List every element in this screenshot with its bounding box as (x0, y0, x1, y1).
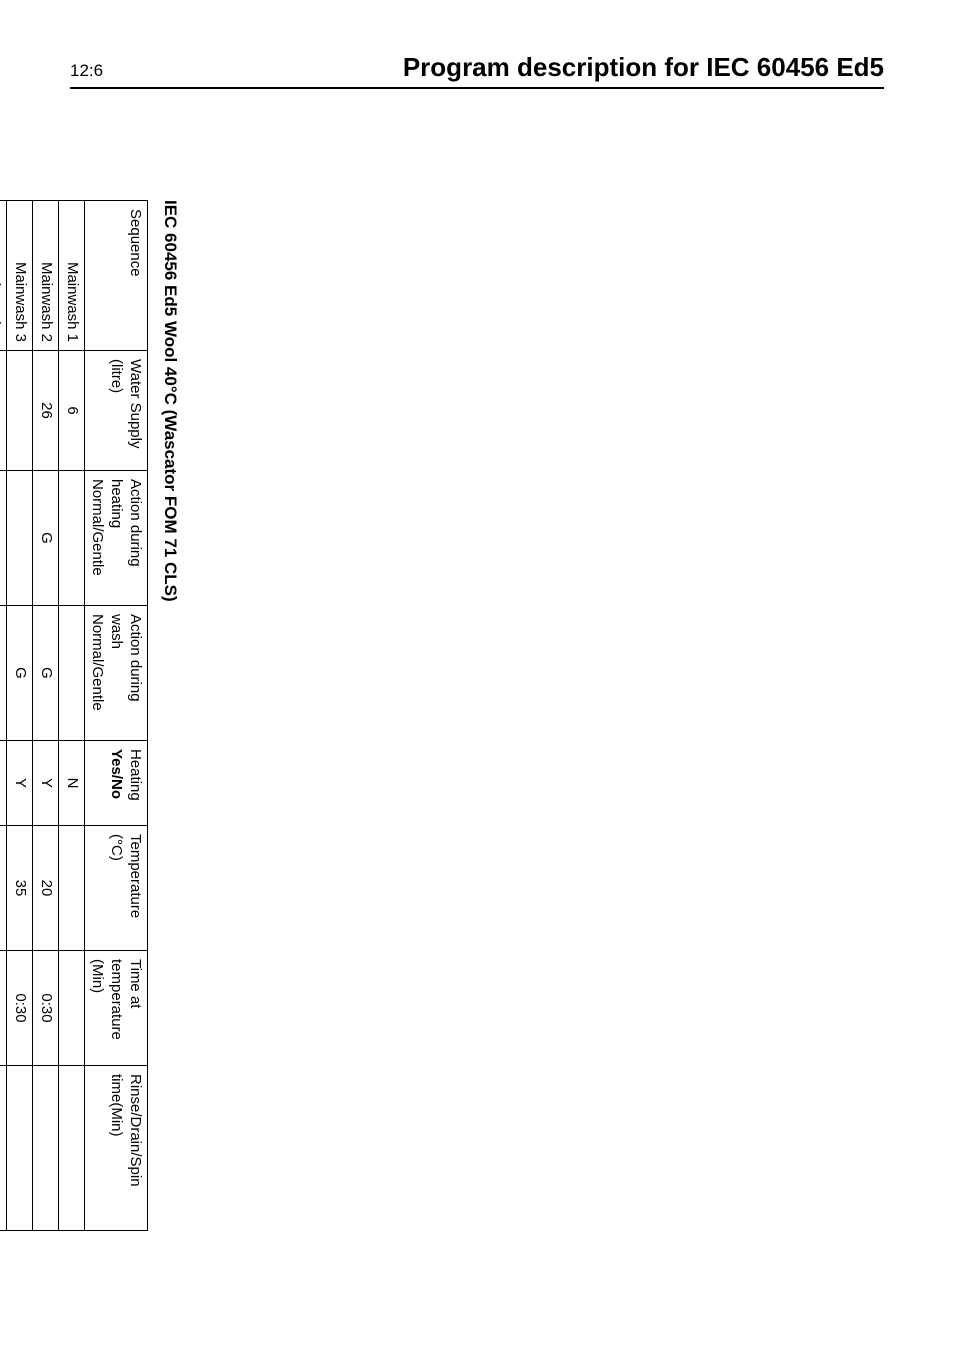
table-body: Mainwash 16NMainwash 226GGY200:30Mainwas… (0, 201, 84, 1231)
col-action-wash-l2: wash (108, 614, 125, 649)
cell-heat: Y (7, 741, 33, 826)
table-row: Mainwash 16 N (59, 201, 85, 1231)
cell-heat: N (59, 741, 85, 826)
col-heating: Heating Yes/No (84, 741, 147, 826)
col-rinse-time: Rinse/Drain/Spin time(Min) (84, 1066, 147, 1231)
cell-temp: 20 (33, 826, 59, 951)
col-sequence-label: Sequence (127, 209, 144, 277)
cell-aheat: G (0, 471, 7, 606)
col-action-wash-l3: Normal/Gentle (90, 614, 107, 711)
cell-heat: Y (0, 741, 7, 826)
col-action-heating-l1: Action during (127, 479, 144, 567)
cell-water: 26 (33, 351, 59, 471)
cell-heat: Y (33, 741, 59, 826)
cell-time (59, 951, 85, 1066)
cell-time: 0:30 (7, 951, 33, 1066)
col-temperature-l1: Temperature (127, 834, 144, 918)
cell-rinse (33, 1066, 59, 1231)
cell-rinse (59, 1066, 85, 1231)
col-action-heating: Action during heating Normal/Gentle (84, 471, 147, 606)
col-time-at-l3: (Min) (90, 959, 107, 993)
cell-rinse (0, 1066, 7, 1231)
col-action-heating-l3: Normal/Gentle (90, 479, 107, 576)
table-row: Mainwash 4GGY403:30 (0, 201, 7, 1231)
col-time-at-l1: Time at (127, 959, 144, 1008)
cell-temp: 40 (0, 826, 7, 951)
cell-sequence: Mainwash 1 (59, 201, 85, 351)
col-temperature: Temperature (°C) (84, 826, 147, 951)
cell-time: 0:30 (33, 951, 59, 1066)
col-time-at: Time at temperature (Min) (84, 951, 147, 1066)
program-table: Sequence Water Supply (litre) Action dur… (0, 200, 148, 1231)
cell-sequence: Mainwash 3 (7, 201, 33, 351)
rotated-content: IEC 60456 Ed5 Wool 40°C (Wascator FOM 71… (0, 200, 180, 1230)
col-heating-l1: Heating (127, 749, 144, 801)
cell-aheat (59, 471, 85, 606)
page-number: 12:6 (70, 61, 103, 81)
table-row: Mainwash 3 GY350:30 (7, 201, 33, 1231)
cell-water: 6 (59, 351, 85, 471)
cell-water (7, 351, 33, 471)
cell-awash: G (0, 606, 7, 741)
col-water-supply: Water Supply (litre) (84, 351, 147, 471)
col-water-supply-l2: (litre) (108, 359, 125, 393)
cell-sequence: Mainwash 4 (0, 201, 7, 351)
col-water-supply-l1: Water Supply (127, 359, 144, 448)
cell-awash: G (7, 606, 33, 741)
col-action-wash-l1: Action during (127, 614, 144, 702)
col-action-wash: Action during wash Normal/Gentle (84, 606, 147, 741)
col-rinse-time-l1: Rinse/Drain/Spin (127, 1074, 144, 1187)
page: 12:6 Program description for IEC 60456 E… (0, 0, 954, 1350)
cell-awash: G (33, 606, 59, 741)
col-rinse-time-l2: time(Min) (108, 1074, 125, 1137)
col-temperature-l2: (°C) (108, 834, 125, 861)
page-header: 12:6 Program description for IEC 60456 E… (70, 52, 884, 89)
col-time-at-l2: temperature (108, 959, 125, 1040)
cell-aheat: G (33, 471, 59, 606)
page-title: Program description for IEC 60456 Ed5 (403, 52, 884, 83)
cell-water (0, 351, 7, 471)
col-heating-l2: Yes/No (108, 749, 125, 799)
cell-temp (59, 826, 85, 951)
table-header-row: Sequence Water Supply (litre) Action dur… (84, 201, 147, 1231)
table-caption: IEC 60456 Ed5 Wool 40°C (Wascator FOM 71… (160, 200, 180, 1230)
col-action-heating-l2: heating (108, 479, 125, 528)
cell-aheat (7, 471, 33, 606)
cell-time: 3:30 (0, 951, 7, 1066)
cell-sequence: Mainwash 2 (33, 201, 59, 351)
cell-awash (59, 606, 85, 741)
cell-rinse (7, 1066, 33, 1231)
table-row: Mainwash 226GGY200:30 (33, 201, 59, 1231)
col-sequence: Sequence (84, 201, 147, 351)
cell-temp: 35 (7, 826, 33, 951)
